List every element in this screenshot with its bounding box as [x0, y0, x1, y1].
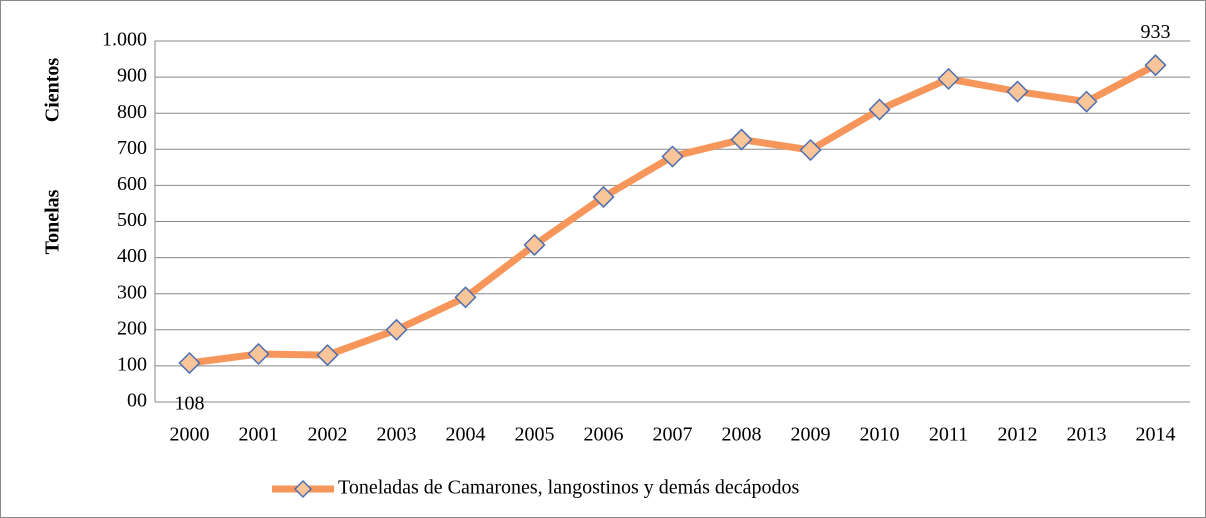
y-axis-units: Cientos [42, 58, 64, 123]
data-marker [730, 128, 753, 151]
y-tick-label: 100 [117, 353, 147, 375]
y-tick-label: 300 [117, 281, 147, 303]
x-tick-label: 2004 [446, 424, 486, 446]
y-tick-label: 500 [117, 209, 147, 231]
y-tick-label: 600 [117, 173, 147, 195]
x-tick-label: 2005 [515, 424, 555, 446]
data-marker [799, 138, 822, 162]
data-marker [247, 342, 270, 366]
x-tick-label: 2013 [1067, 424, 1107, 446]
y-tick-label: 1.000 [102, 29, 147, 51]
y-tick-label: 00 [127, 390, 147, 412]
data-marker [661, 145, 684, 168]
data-marker [454, 286, 477, 309]
data-marker [1144, 54, 1167, 77]
x-tick-label: 2011 [929, 424, 968, 446]
x-tick-label: 2000 [170, 424, 210, 446]
data-marker [316, 344, 339, 367]
data-marker [385, 318, 408, 341]
y-axis-label: Tonelas [42, 189, 64, 254]
data-marker [178, 351, 201, 375]
x-tick-label: 2007 [653, 424, 693, 446]
data-label: 933 [1141, 21, 1171, 43]
x-tick-label: 2012 [998, 424, 1038, 446]
y-tick-label: 700 [117, 137, 147, 159]
x-tick-label: 2002 [308, 424, 348, 446]
data-marker [592, 185, 615, 209]
x-tick-label: 2003 [377, 424, 417, 446]
data-marker [868, 98, 891, 121]
y-tick-label: 200 [117, 317, 147, 339]
y-tick-label: 900 [117, 65, 147, 87]
data-label: 108 [175, 393, 205, 415]
data-marker [523, 233, 546, 257]
data-marker [937, 67, 960, 90]
x-tick-label: 2014 [1136, 424, 1176, 446]
legend-marker [293, 479, 313, 499]
legend-label: Toneladas de Camarones, langostinos y de… [338, 477, 799, 499]
y-tick-label: 400 [117, 245, 147, 267]
x-tick-label: 2009 [791, 424, 831, 446]
x-tick-label: 2001 [239, 424, 279, 446]
data-marker [1075, 90, 1098, 113]
x-tick-label: 2010 [860, 424, 900, 446]
data-marker [1006, 80, 1029, 103]
x-tick-label: 2006 [584, 424, 624, 446]
y-tick-label: 800 [117, 101, 147, 123]
x-tick-label: 2008 [722, 424, 762, 446]
